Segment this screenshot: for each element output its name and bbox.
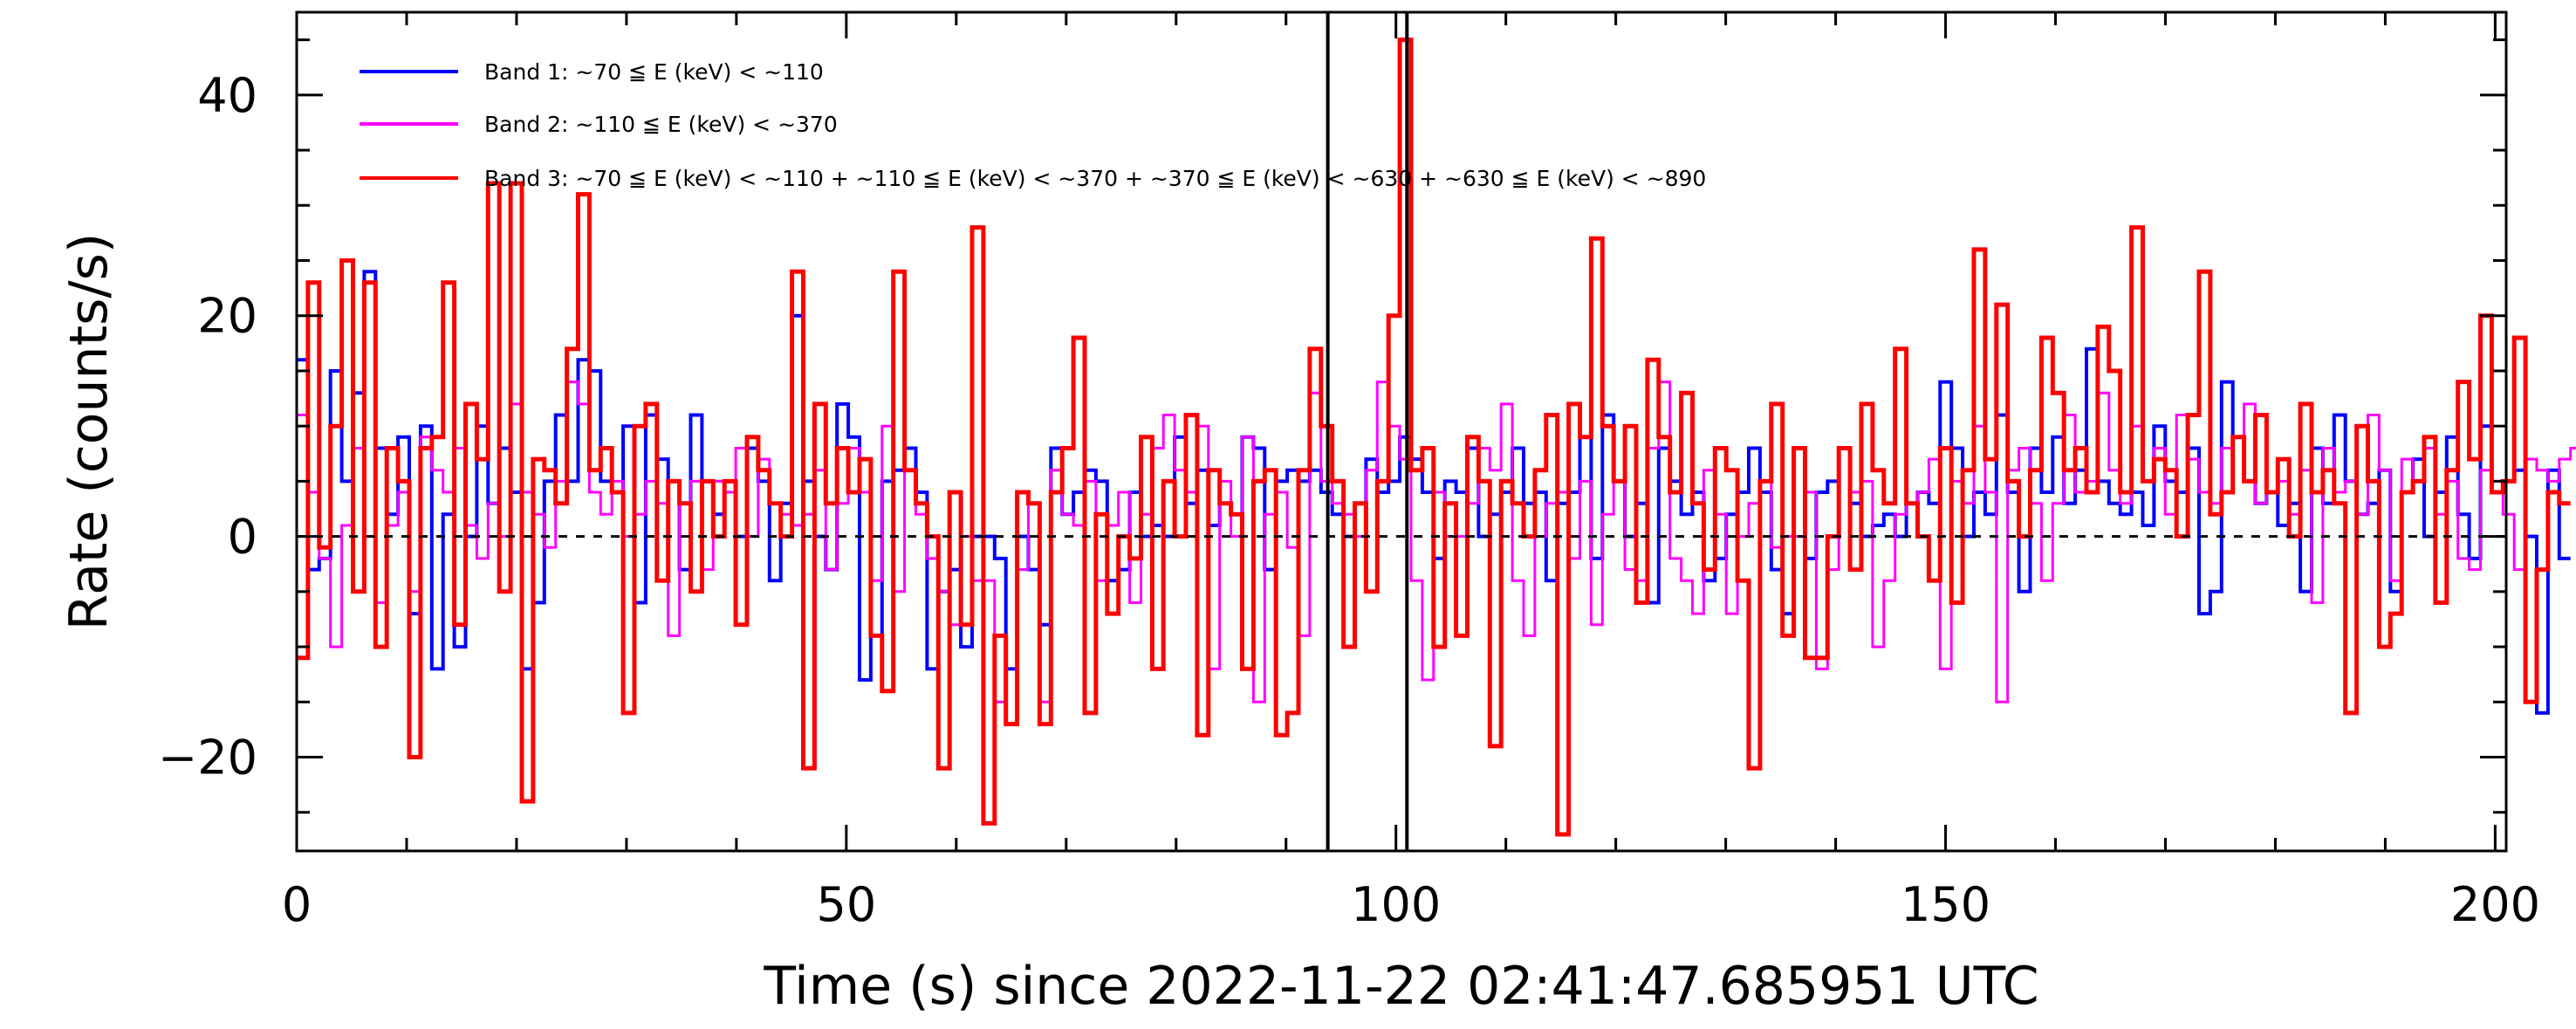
legend-label-1: Band 1: ~70 ≦ E (keV) < ~110	[484, 59, 824, 85]
y-tick-label: −20	[158, 731, 257, 785]
x-tick-label: 100	[1351, 877, 1441, 932]
y-tick-label: 0	[228, 510, 257, 565]
x-axis-title: Time (s) since 2022-11-22 02:41:47.68595…	[763, 956, 2038, 1017]
x-tick-label: 50	[816, 877, 876, 932]
plot-frame	[295, 10, 2508, 853]
x-tick-label: 0	[282, 877, 312, 932]
y-tick-label: 40	[197, 68, 257, 123]
legend-label-2: Band 2: ~110 ≦ E (keV) < ~370	[484, 112, 838, 137]
x-tick-label: 200	[2450, 877, 2540, 932]
y-axis-title: Rate (counts/s)	[58, 233, 120, 630]
series-3-line	[297, 38, 2571, 837]
legend: Band 1: ~70 ≦ E (keV) < ~110 Band 2: ~110…	[360, 59, 1706, 191]
legend-label-3: Band 3: ~70 ≦ E (keV) < ~110 + ~110 ≦ E …	[484, 166, 1706, 191]
y-tick-label: 20	[197, 289, 257, 344]
x-tick-label: 150	[1901, 877, 1990, 932]
axis-ticks: 0 50 100 150 200 −20 0 20 40	[158, 12, 2540, 932]
marker-lines	[1326, 12, 1409, 851]
